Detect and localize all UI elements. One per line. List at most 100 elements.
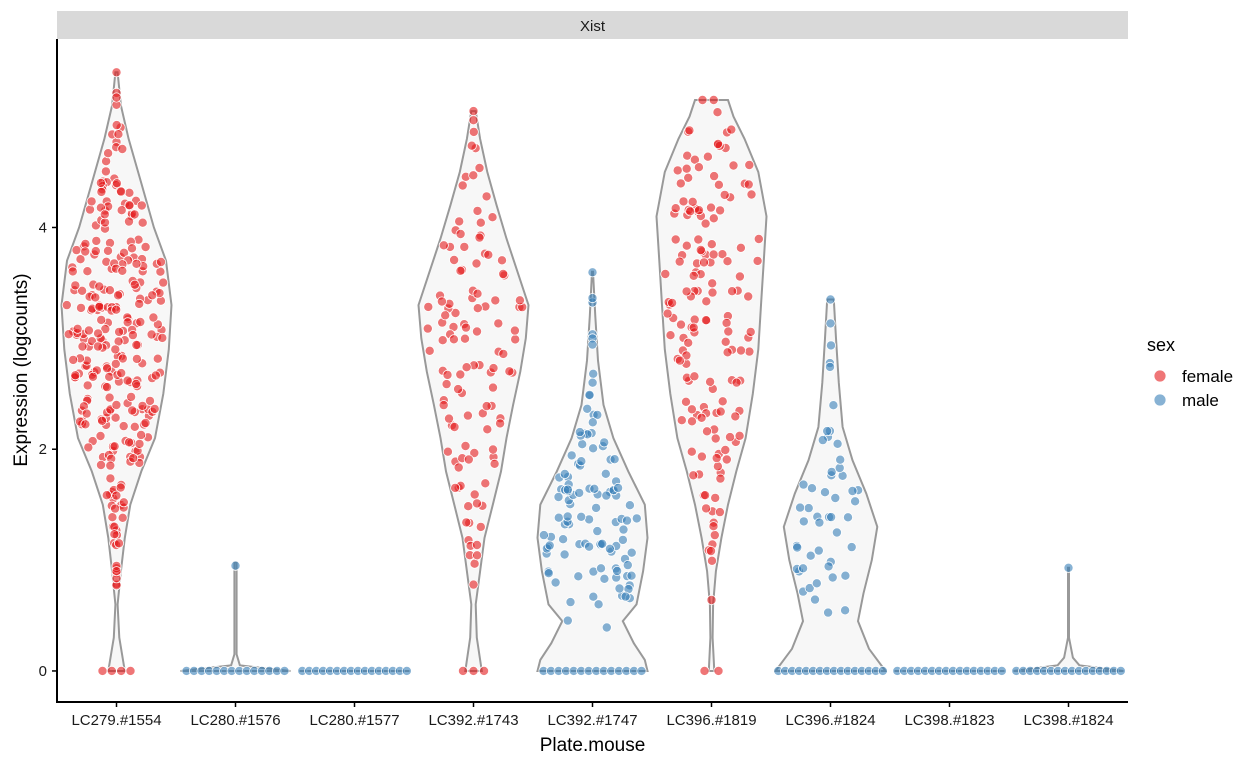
point	[544, 540, 555, 551]
point	[715, 473, 726, 484]
point	[466, 140, 477, 151]
point	[688, 270, 699, 281]
point	[110, 344, 121, 355]
point	[831, 527, 842, 538]
point	[91, 235, 102, 246]
point	[717, 396, 728, 407]
point	[459, 333, 470, 344]
point	[453, 462, 464, 473]
point	[543, 568, 554, 579]
point	[707, 555, 718, 566]
point	[617, 534, 628, 545]
point	[438, 400, 449, 411]
point	[102, 382, 113, 393]
point	[798, 479, 809, 490]
point	[743, 179, 754, 190]
point	[720, 444, 731, 455]
point	[423, 301, 434, 312]
point	[471, 540, 482, 551]
point	[116, 368, 127, 379]
point	[468, 665, 479, 676]
point	[798, 563, 809, 574]
violin-8	[1013, 566, 1124, 672]
point	[510, 334, 521, 345]
point	[584, 389, 595, 400]
point	[96, 459, 107, 470]
point	[752, 255, 763, 266]
point	[152, 353, 163, 364]
point	[103, 245, 114, 256]
point	[504, 366, 515, 377]
point	[135, 316, 146, 327]
point	[622, 560, 633, 571]
point	[618, 524, 629, 535]
point	[496, 255, 507, 266]
point	[588, 591, 599, 602]
point	[713, 665, 724, 676]
point	[670, 234, 681, 245]
point	[463, 454, 474, 465]
y-axis-ticks: 0 2 4	[39, 219, 57, 680]
point	[706, 202, 717, 213]
point	[117, 512, 128, 523]
point	[681, 286, 692, 297]
point	[706, 546, 717, 557]
point	[538, 530, 549, 541]
point	[122, 375, 133, 386]
point	[574, 487, 585, 498]
point	[93, 328, 104, 339]
point	[713, 138, 724, 149]
point	[93, 341, 104, 352]
y-tick-label-0: 0	[39, 663, 47, 680]
point	[450, 482, 461, 493]
point	[576, 511, 587, 522]
point	[814, 517, 825, 528]
point	[817, 435, 828, 446]
point	[728, 160, 739, 171]
point	[699, 665, 710, 676]
point	[124, 437, 135, 448]
point	[105, 460, 116, 471]
point	[834, 462, 845, 473]
point	[471, 258, 482, 269]
point	[102, 363, 113, 374]
point	[85, 204, 96, 215]
point	[490, 295, 501, 306]
point	[422, 323, 433, 334]
point	[712, 461, 723, 472]
point	[807, 483, 818, 494]
point	[75, 254, 86, 265]
point	[129, 209, 140, 220]
point	[735, 242, 746, 253]
point	[832, 438, 843, 449]
point	[827, 572, 838, 583]
point	[588, 368, 599, 379]
point	[795, 502, 806, 513]
point	[454, 216, 465, 227]
point	[600, 468, 611, 479]
point	[472, 550, 483, 561]
point	[996, 665, 1007, 676]
point	[498, 348, 509, 359]
point	[455, 228, 466, 239]
point	[468, 579, 479, 590]
point	[129, 421, 140, 432]
point	[697, 95, 708, 106]
point	[468, 170, 479, 181]
point	[96, 186, 107, 197]
point	[792, 542, 803, 553]
x-tick-label-4: LC392.#1747	[547, 712, 637, 729]
point	[681, 163, 692, 174]
point	[489, 458, 500, 469]
point	[591, 502, 602, 513]
point	[670, 203, 681, 214]
point	[110, 412, 121, 423]
point	[835, 454, 846, 465]
point	[487, 444, 498, 455]
point	[626, 547, 637, 558]
point	[481, 191, 492, 202]
point	[455, 369, 466, 380]
point	[700, 218, 711, 229]
point	[843, 512, 854, 523]
point	[460, 440, 471, 451]
